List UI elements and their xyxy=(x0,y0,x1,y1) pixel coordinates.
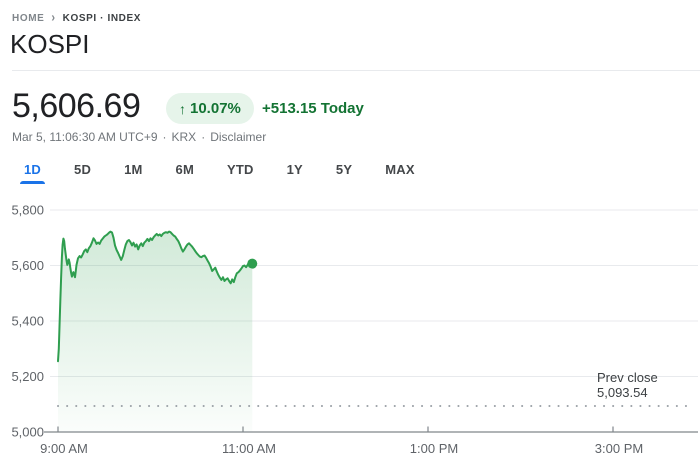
up-arrow-icon: ↑ xyxy=(179,100,186,117)
range-tabs: 1D 5D 1M 6M YTD 1Y 5Y MAX xyxy=(14,156,425,184)
breadcrumb-current: KOSPI · INDEX xyxy=(62,12,142,24)
change-percent-value: 10.07% xyxy=(190,100,241,117)
y-axis-label: 5,800 xyxy=(11,203,44,218)
meta-separator: · xyxy=(162,130,167,144)
x-axis-label: 9:00 AM xyxy=(40,441,88,456)
x-axis-label: 1:00 PM xyxy=(410,441,458,456)
x-axis-label: 11:00 AM xyxy=(222,441,276,456)
area-fill xyxy=(58,231,253,432)
change-percent-badge: ↑ 10.07% xyxy=(166,93,254,124)
tab-5y[interactable]: 5Y xyxy=(326,156,362,183)
chart-area-fill xyxy=(58,231,253,432)
last-price-dot xyxy=(247,258,258,269)
disclaimer-link[interactable]: Disclaimer xyxy=(210,130,267,144)
chart-x-axis xyxy=(44,426,698,433)
tab-5d[interactable]: 5D xyxy=(64,156,101,183)
chart-canvas[interactable]: 5,800 5,600 5,400 5,200 5,000 9:00 AM 11:00 A… xyxy=(0,190,700,470)
prev-close-text: Prev close xyxy=(597,370,658,385)
quote-timestamp: Mar 5, 11:06:30 AM UTC+9 xyxy=(12,130,158,144)
last-price-dot xyxy=(247,258,258,269)
quote-exchange: KRX xyxy=(171,130,197,144)
chart-y-axis-labels: 5,800 5,600 5,400 5,200 5,000 xyxy=(11,203,44,440)
y-axis-label: 5,000 xyxy=(11,425,44,440)
header-divider xyxy=(12,70,700,71)
price-line xyxy=(57,230,254,363)
x-axis-label: 3:00 PM xyxy=(595,441,643,456)
y-axis-label: 5,200 xyxy=(11,369,44,384)
tab-1d[interactable]: 1D xyxy=(14,156,51,184)
price-chart[interactable]: 5,800 5,600 5,400 5,200 5,000 9:00 AM 11:00 A… xyxy=(0,190,700,470)
tab-6m[interactable]: 6M xyxy=(166,156,204,183)
current-price: 5,606.69 xyxy=(12,87,141,125)
meta-separator: · xyxy=(201,130,206,144)
prev-close-label: Prev close 5,093.54 xyxy=(597,370,658,400)
chart-price-line xyxy=(57,230,254,363)
y-axis-label: 5,600 xyxy=(11,258,44,273)
prev-close-value: 5,093.54 xyxy=(597,385,648,400)
breadcrumb-home-link[interactable]: HOME xyxy=(12,12,45,24)
quote-meta: Mar 5, 11:06:30 AM UTC+9 · KRX · Disclai… xyxy=(12,130,266,144)
chevron-right-icon: › xyxy=(51,10,56,26)
page-title: KOSPI xyxy=(10,29,90,59)
tab-1m[interactable]: 1M xyxy=(114,156,152,183)
change-absolute: +513.15 Today xyxy=(262,100,364,117)
chart-x-axis-labels: 9:00 AM 11:00 AM 1:00 PM 3:00 PM xyxy=(40,441,643,456)
y-axis-label: 5,400 xyxy=(11,314,44,329)
tab-ytd[interactable]: YTD xyxy=(217,156,264,183)
tab-max[interactable]: MAX xyxy=(375,156,425,183)
tab-1y[interactable]: 1Y xyxy=(277,156,313,183)
breadcrumb: HOME › KOSPI · INDEX xyxy=(12,10,142,26)
